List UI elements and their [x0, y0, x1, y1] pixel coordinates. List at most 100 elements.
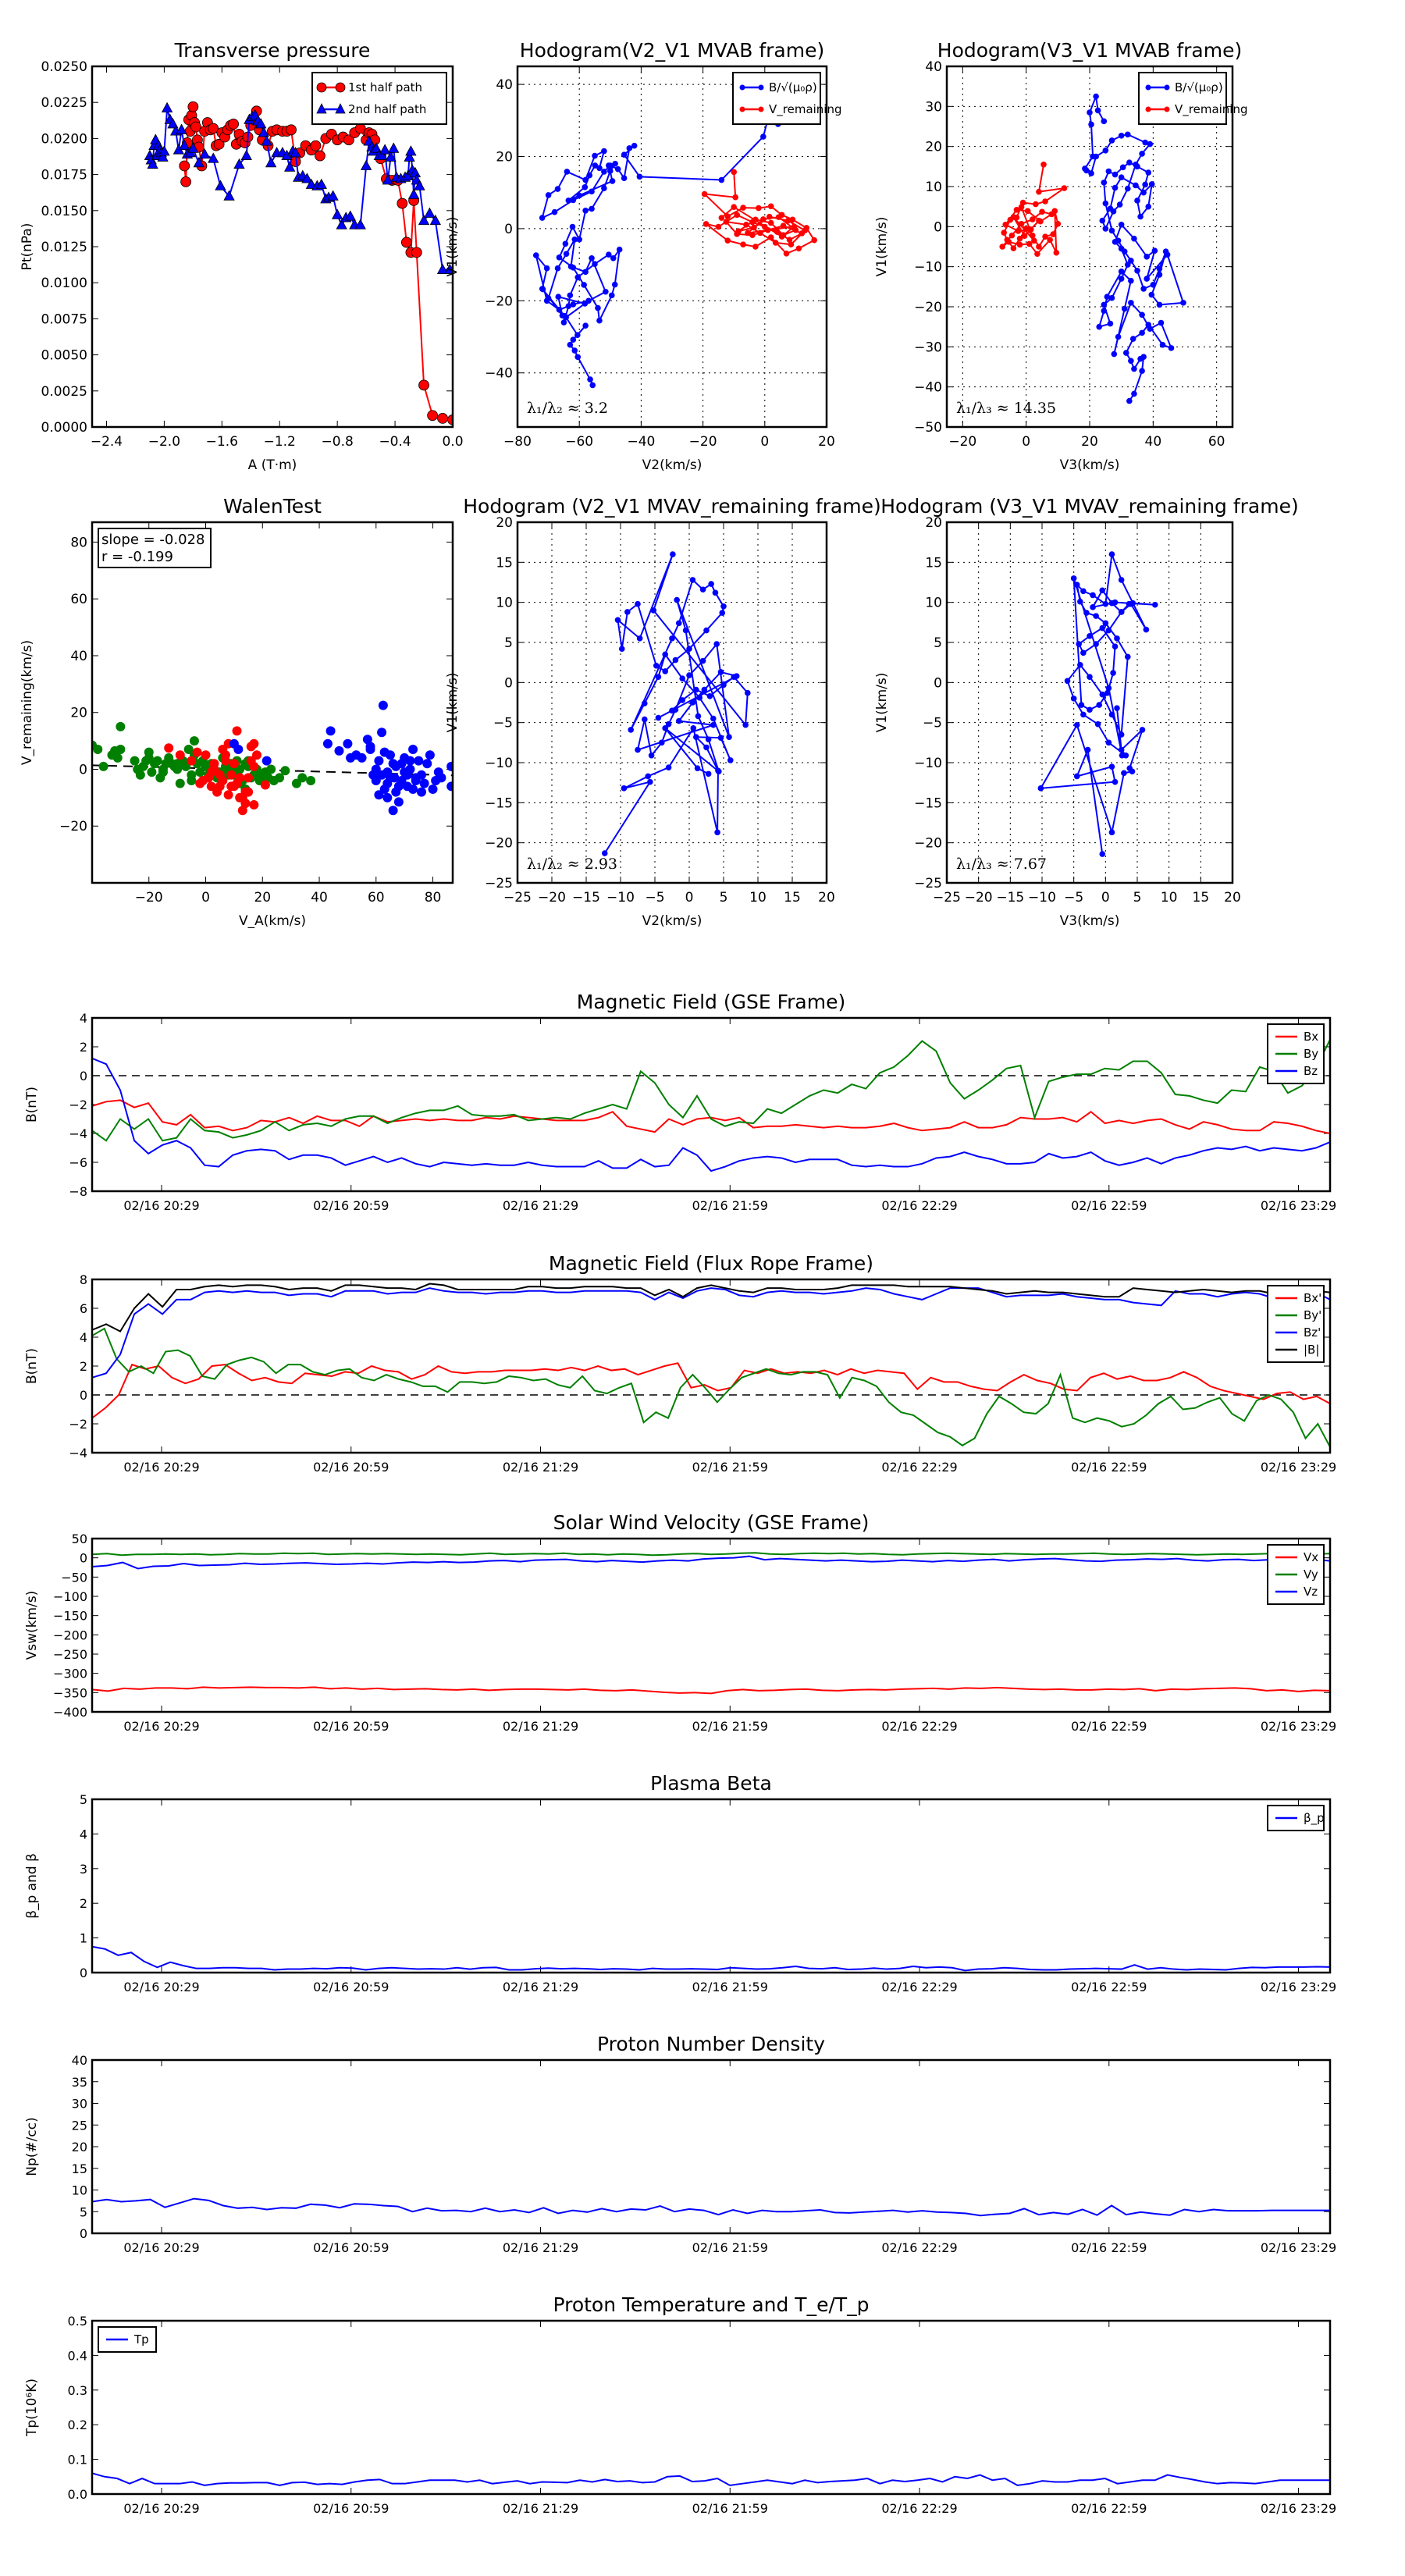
- x-tick-label: 02/16 22:59: [1071, 2240, 1147, 2255]
- data-point: [1159, 341, 1166, 348]
- y-tick-label: 0: [80, 1069, 87, 1083]
- x-tick-label: −5: [1064, 890, 1083, 906]
- x-tick-label: 02/16 23:29: [1261, 1460, 1336, 1475]
- data-point: [686, 672, 692, 678]
- x-tick-label: 02/16 21:59: [692, 1980, 768, 1994]
- data-point: [1061, 185, 1068, 191]
- legend-marker: [739, 84, 745, 91]
- data-point: [717, 735, 724, 741]
- data-point: [1133, 182, 1139, 189]
- series-vx: [92, 1686, 1330, 1695]
- y-tick-label: −150: [53, 1609, 87, 1624]
- data-point: [554, 265, 561, 272]
- data-point: [571, 236, 578, 243]
- data-point: [1168, 345, 1175, 351]
- data-point: [608, 292, 615, 299]
- data-point: [1108, 829, 1115, 836]
- legend-label: β_p: [1304, 1811, 1325, 1826]
- data-point: [1102, 620, 1109, 627]
- data-point: [1112, 643, 1119, 649]
- x-tick-label: −20: [689, 434, 717, 450]
- data-point: [701, 190, 708, 197]
- data-point: [574, 332, 581, 338]
- data-point: [175, 750, 185, 760]
- data-point: [1128, 300, 1134, 306]
- x-tick-label: −15: [996, 890, 1024, 906]
- data-point: [371, 764, 381, 774]
- chart-title: Proton Temperature and T_e/T_p: [553, 2293, 869, 2316]
- data-point: [187, 756, 197, 766]
- y-tick-label: 0: [934, 675, 942, 691]
- data-point: [1145, 169, 1152, 176]
- data-point: [1021, 233, 1028, 239]
- data-point: [589, 254, 595, 262]
- data-point: [1145, 203, 1152, 210]
- series-line: [1083, 93, 1185, 402]
- data-point: [371, 776, 381, 786]
- data-point: [357, 753, 367, 763]
- data-point: [565, 197, 572, 204]
- plot-frame: [91, 1537, 1332, 1713]
- series-b-: [1082, 93, 1186, 404]
- data-point: [1090, 592, 1096, 599]
- data-point: [699, 657, 706, 664]
- data-point: [601, 850, 608, 856]
- chart-title: Hodogram (V3_V1 MVAV_remaining frame): [880, 495, 1299, 518]
- data-point: [791, 223, 798, 229]
- data-point: [1047, 237, 1053, 244]
- y-tick-label: −25: [485, 876, 513, 891]
- x-tick-label: 0: [201, 890, 210, 906]
- x-tick-label: −2.4: [91, 434, 123, 450]
- y-tick-label: −350: [53, 1685, 87, 1700]
- y-tick-label: −30: [914, 340, 942, 355]
- data-point: [360, 159, 372, 170]
- x-tick-label: 02/16 20:59: [313, 2501, 389, 2516]
- y-tick-label: 60: [70, 592, 87, 607]
- data-point: [551, 208, 558, 215]
- series-line: [92, 2197, 1330, 2217]
- data-point: [1087, 706, 1093, 713]
- data-point: [157, 151, 169, 162]
- data-point: [735, 228, 742, 234]
- x-tick-label: 0: [1022, 434, 1030, 450]
- data-point: [1118, 269, 1125, 275]
- data-point: [1093, 641, 1099, 647]
- data-point: [1115, 237, 1122, 244]
- series-line: [535, 115, 779, 386]
- data-point: [1039, 208, 1045, 215]
- x-tick-label: −25: [503, 890, 532, 906]
- data-point: [1105, 627, 1112, 634]
- data-point: [724, 237, 731, 244]
- y-tick-label: 35: [72, 2075, 87, 2090]
- data-point: [237, 806, 247, 816]
- y-tick-label: 3: [80, 1862, 87, 1877]
- x-tick-label: 20: [818, 434, 835, 450]
- data-point: [703, 627, 710, 634]
- x-tick-label: 02/16 20:29: [123, 2501, 199, 2516]
- data-point: [1156, 272, 1163, 278]
- data-point: [327, 190, 339, 201]
- plot-frame: [91, 1278, 1332, 1454]
- x-tick-label: 02/16 23:29: [1261, 2240, 1336, 2255]
- data-point: [446, 781, 453, 792]
- data-point: [614, 617, 621, 624]
- data-point: [703, 744, 710, 751]
- data-point: [614, 165, 621, 173]
- data-point: [705, 770, 712, 777]
- data-point: [780, 222, 787, 229]
- data-point: [626, 145, 633, 151]
- series-b: [601, 551, 751, 856]
- y-tick-label: 0: [934, 219, 942, 235]
- data-point: [1027, 226, 1034, 233]
- data-point: [215, 781, 225, 792]
- data-point: [555, 294, 562, 301]
- y-tick-label: −20: [485, 836, 513, 852]
- data-point: [672, 656, 679, 664]
- series--b-: [92, 1283, 1330, 1332]
- y-tick-label: 5: [80, 2204, 87, 2219]
- magnetic-field-flux-rope-panel: Magnetic Field (Flux Rope Frame) 02/16 20…: [24, 1252, 1336, 1475]
- data-point: [1105, 168, 1112, 175]
- data-point: [699, 586, 706, 593]
- eigenvalue-ratio-annotation: λ₁/λ₂ ≈ 2.93: [527, 856, 617, 873]
- series-line: [92, 1552, 1330, 1557]
